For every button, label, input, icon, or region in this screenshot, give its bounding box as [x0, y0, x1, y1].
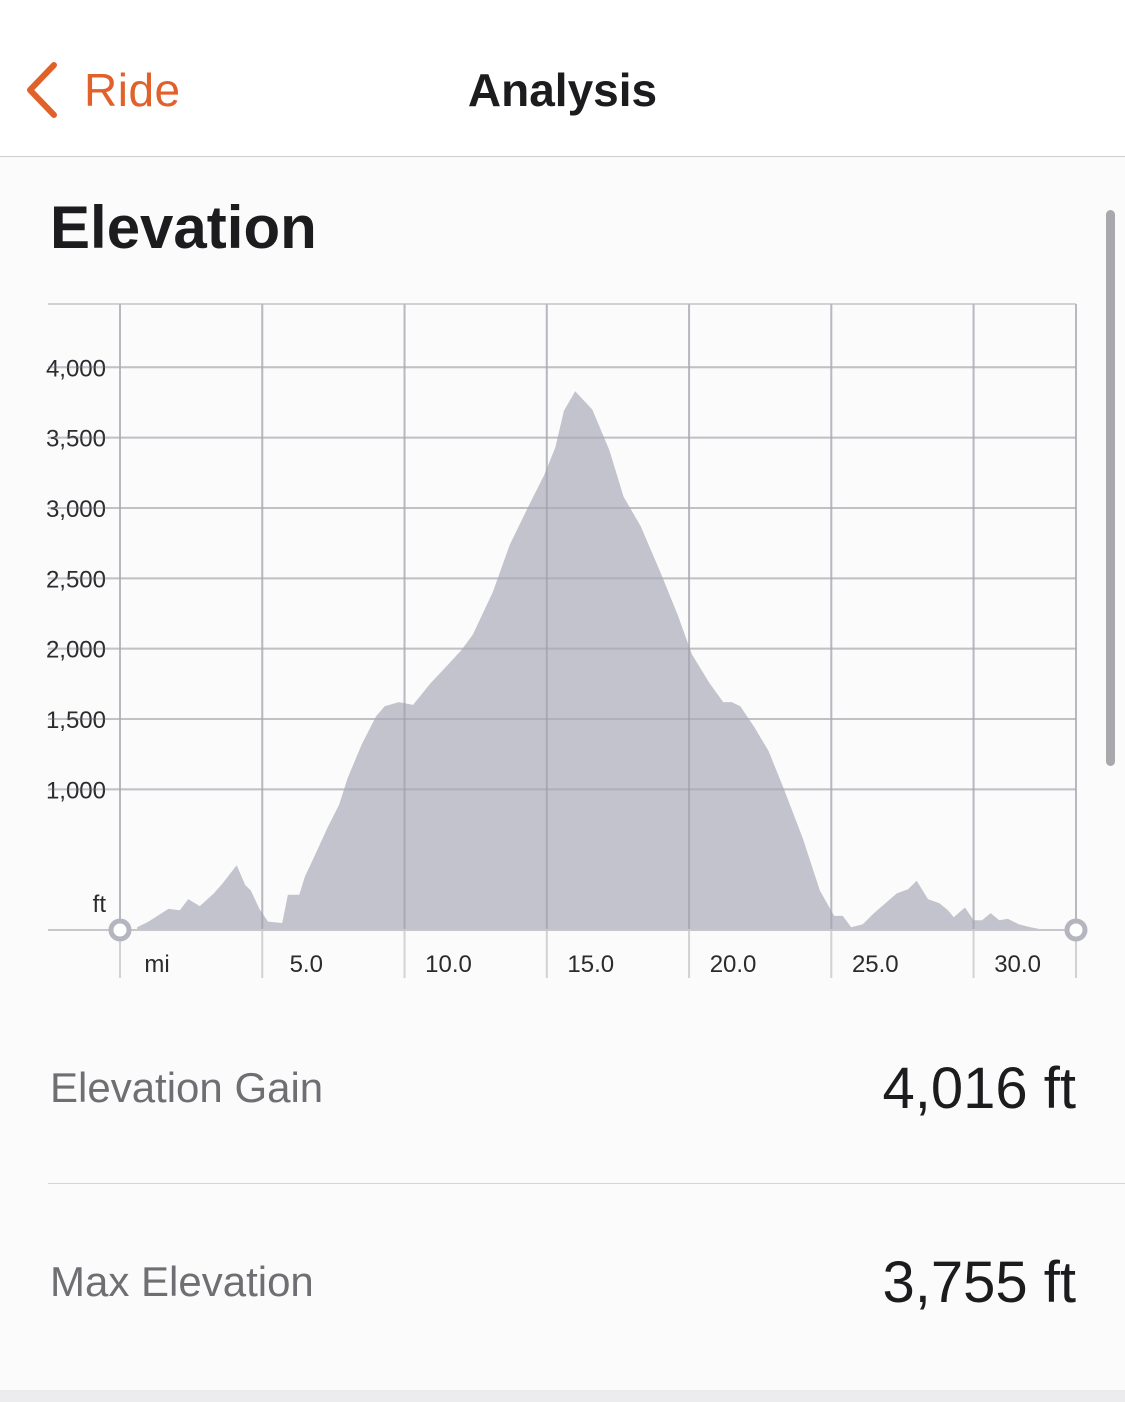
elevation-chart: 1,000 1,500 2,000 2,500 3,000 3,500 4,000 5.0 10…: [0, 280, 1100, 1000]
elevation-gain-value: 4,016 ft: [882, 1055, 1076, 1121]
x-axis-unit-label: mi: [144, 951, 169, 978]
y-tick-label: 2,500: [46, 566, 106, 593]
navigation-bar: Ride Analysis: [0, 0, 1125, 157]
section-title: Elevation: [50, 194, 317, 261]
chevron-left-icon: [22, 60, 60, 120]
back-button-label: Ride: [84, 64, 181, 116]
y-tick-label: 1,000: [46, 777, 106, 804]
x-tick-label: 15.0: [567, 951, 614, 978]
elevation-area-series: [137, 391, 1045, 930]
range-handle-start[interactable]: [108, 918, 132, 942]
stats-divider: [48, 1183, 1125, 1184]
y-tick-label: 2,000: [46, 637, 106, 664]
y-axis-unit-label: ft: [93, 891, 107, 918]
bottom-band: [0, 1390, 1125, 1402]
page-title: Analysis: [467, 64, 658, 116]
back-button[interactable]: Ride: [22, 58, 181, 122]
max-elevation-label: Max Elevation: [50, 1258, 314, 1305]
max-elevation-value: 3,755 ft: [882, 1249, 1076, 1315]
stat-row-max-elevation: Max Elevation 3,755 ft: [50, 1222, 1076, 1342]
stat-row-elevation-gain: Elevation Gain 4,016 ft: [50, 1028, 1076, 1148]
x-tick-label: 10.0: [425, 951, 472, 978]
x-tick-label: 25.0: [852, 951, 899, 978]
y-tick-label: 3,000: [46, 496, 106, 523]
y-tick-label: 1,500: [46, 707, 106, 734]
y-tick-label: 4,000: [46, 355, 106, 382]
x-tick-label: 30.0: [994, 951, 1041, 978]
range-handle-end[interactable]: [1064, 918, 1088, 942]
scrollbar[interactable]: [1106, 210, 1115, 766]
y-tick-label: 3,500: [46, 426, 106, 453]
elevation-chart-svg: 1,000 1,500 2,000 2,500 3,000 3,500 4,000 5.0 10…: [46, 303, 1088, 978]
x-tick-label: 20.0: [710, 951, 757, 978]
elevation-gain-label: Elevation Gain: [50, 1064, 324, 1111]
x-tick-label: 5.0: [290, 951, 323, 978]
